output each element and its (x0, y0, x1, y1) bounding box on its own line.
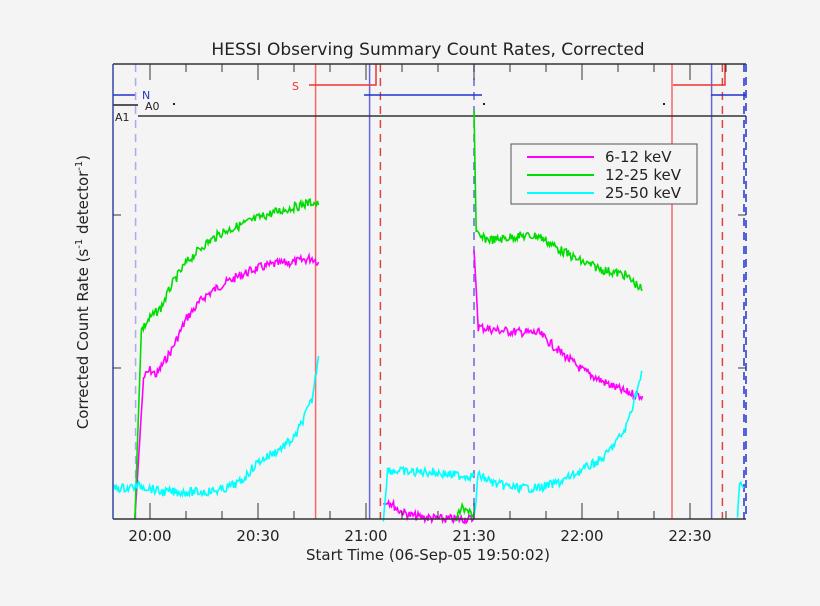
night-flag-label: N (142, 89, 150, 102)
vertical-markers (134, 64, 745, 519)
series-line (382, 465, 475, 522)
x-tick-label: 22:00 (560, 527, 603, 545)
axis-ticks (113, 64, 746, 519)
x-axis-title: Start Time (06-Sep-05 19:50:02) (306, 546, 550, 564)
chart-title: HESSI Observing Summary Count Rates, Cor… (211, 40, 644, 60)
x-tick-labels: 20:00 20:30 21:00 21:30 22:00 22:30 (128, 527, 711, 545)
series-line (473, 249, 644, 402)
attenuator-dot (663, 103, 665, 105)
legend-label: 6-12 keV (605, 148, 672, 166)
y-axis-title: Corrected Count Rate (s-1 detector-1) (74, 155, 92, 429)
x-tick-label: 21:00 (344, 527, 387, 545)
attenuator-dot (483, 103, 485, 105)
a0-flag-label: A0 (145, 100, 160, 113)
series-line (134, 198, 320, 520)
series-line (134, 252, 320, 520)
a1-flag-label: A1 (115, 111, 130, 124)
flag-bars (113, 64, 746, 117)
series-line (473, 109, 643, 291)
series-line (473, 370, 643, 516)
legend-label: 12-25 keV (605, 166, 682, 184)
data-series (112, 109, 745, 525)
legend-label: 25-50 keV (605, 184, 682, 202)
attenuator-dot (173, 103, 175, 105)
x-tick-label: 22:30 (668, 527, 711, 545)
saa-flag-bar (673, 64, 726, 86)
x-tick-label: 20:30 (236, 527, 279, 545)
plot-area: S N A0 A1 6-12 keV 12-25 keV 25-50 keV (112, 63, 747, 525)
series-line (736, 480, 745, 518)
series-line (455, 501, 475, 522)
series-line (112, 355, 320, 499)
saa-flag-bar (309, 64, 377, 86)
legend: 6-12 keV 12-25 keV 25-50 keV (510, 143, 698, 205)
x-tick-label: 20:00 (128, 527, 171, 545)
saa-flag-label: S (292, 80, 299, 93)
x-tick-label: 21:30 (452, 527, 495, 545)
